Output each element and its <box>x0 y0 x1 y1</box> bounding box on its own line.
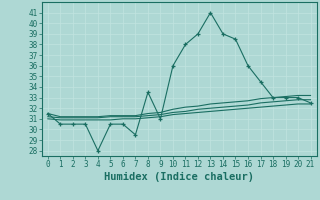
X-axis label: Humidex (Indice chaleur): Humidex (Indice chaleur) <box>104 172 254 182</box>
